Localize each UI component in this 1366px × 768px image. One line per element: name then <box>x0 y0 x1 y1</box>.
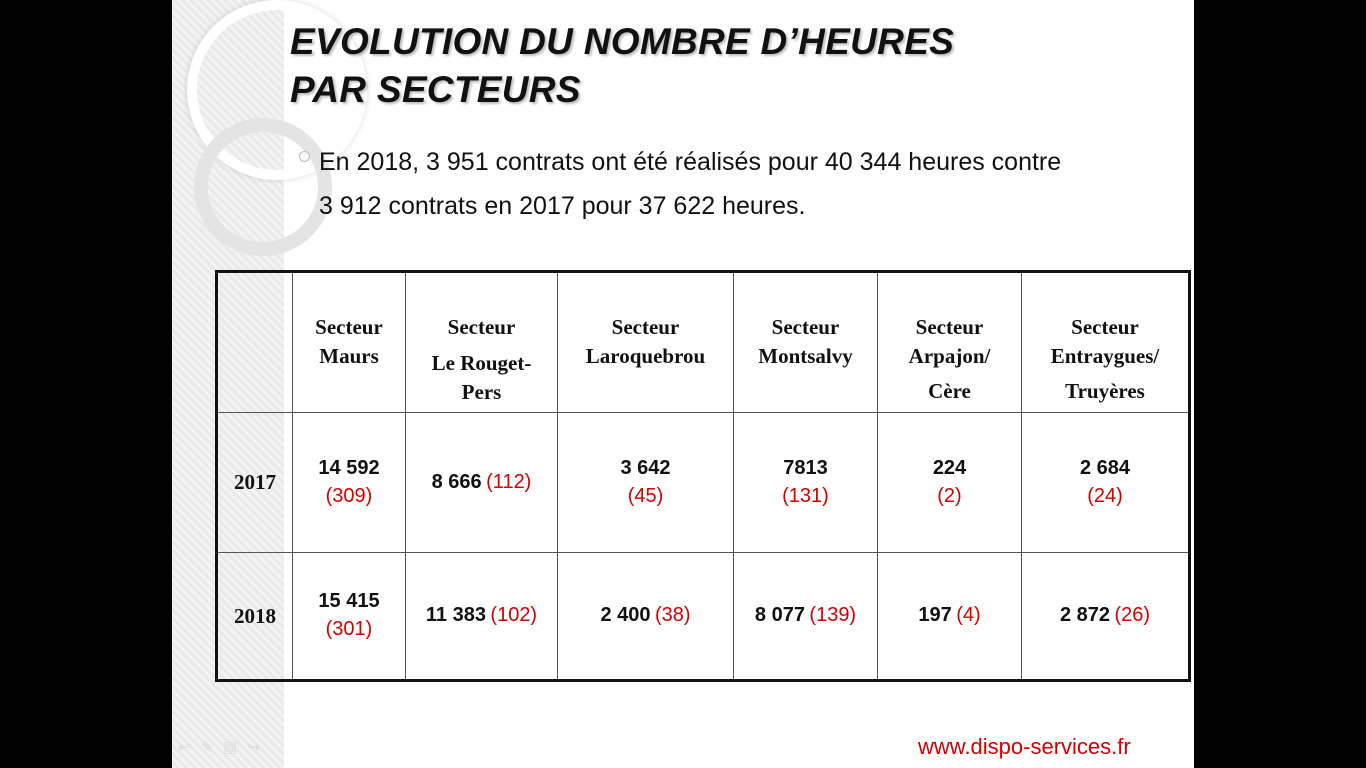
cell-2017-le-rouget-pers: 8 666 (112) <box>405 412 558 553</box>
slideshow-nav-controls: ↩ ✎ ▤ ↪ <box>178 738 260 756</box>
summary-line-2: 3 912 contrats en 2017 pour 37 622 heure… <box>319 192 806 220</box>
cell-2018-montsalvy: 8 077 (139) <box>733 552 878 681</box>
header-sector-arpajon-cere: Secteur Arpajon/ Cère <box>877 271 1022 413</box>
title-line-1: EVOLUTION DU NOMBRE D’HEURES <box>290 21 955 62</box>
header-sector-laroquebrou: Secteur Laroquebrou <box>557 271 734 413</box>
header-sector-entraygues-truyeres: Secteur Entraygues/ Truyères <box>1021 271 1190 413</box>
cell-2017-arpajon-cere: 224 (2) <box>877 412 1022 553</box>
header-corner <box>216 271 293 413</box>
cell-2017-entraygues-truyeres: 2 684 (24) <box>1021 412 1190 553</box>
table-header-row: Secteur Maurs Secteur Le Rouget- Pers Sec… <box>216 271 1190 413</box>
cell-2018-arpajon-cere: 197 (4) <box>877 552 1022 681</box>
cell-2017-maurs: 14 592 (309) <box>292 412 406 553</box>
next-slide-icon[interactable]: ↪ <box>247 739 260 756</box>
header-sector-le-rouget-pers: Secteur Le Rouget- Pers <box>405 271 558 413</box>
row-year-2017: 2017 <box>216 412 293 553</box>
table-row-2017: 2017 14 592 (309) 8 666 (112) 3 642 (45) 7… <box>216 412 1190 553</box>
title-line-2: PAR SECTEURS <box>290 69 581 110</box>
slide-title: EVOLUTION DU NOMBRE D’HEURES PAR SECTEUR… <box>290 18 954 114</box>
summary-line-1: En 2018, 3 951 contrats ont été réalisés… <box>319 148 1062 176</box>
cell-2017-montsalvy: 7813 (131) <box>733 412 878 553</box>
table-row-2018: 2018 15 415 (301) 11 383 (102) 2 400 (38)… <box>216 552 1190 681</box>
bullet-marker <box>299 151 310 162</box>
cell-2018-le-rouget-pers: 11 383 (102) <box>405 552 558 681</box>
website-link[interactable]: www.dispo-services.fr <box>918 734 1131 759</box>
cell-2017-laroquebrou: 3 642 (45) <box>557 412 734 553</box>
hours-by-sector-table: Secteur Maurs Secteur Le Rouget- Pers Sec… <box>215 270 1191 682</box>
decorative-ring-small <box>194 118 332 256</box>
header-sector-montsalvy: Secteur Montsalvy <box>733 271 878 413</box>
cell-2018-maurs: 15 415 (301) <box>292 552 406 681</box>
summary-bullet: En 2018, 3 951 contrats ont été réalisés… <box>319 140 1189 228</box>
cell-2018-laroquebrou: 2 400 (38) <box>557 552 734 681</box>
cell-2018-entraygues-truyeres: 2 872 (26) <box>1021 552 1190 681</box>
menu-icon[interactable]: ▤ <box>223 739 238 756</box>
slide: EVOLUTION DU NOMBRE D’HEURES PAR SECTEUR… <box>172 0 1194 768</box>
header-sector-maurs: Secteur Maurs <box>292 271 406 413</box>
previous-slide-icon[interactable]: ↩ <box>178 739 191 756</box>
pen-icon[interactable]: ✎ <box>200 739 214 756</box>
row-year-2018: 2018 <box>216 552 293 681</box>
